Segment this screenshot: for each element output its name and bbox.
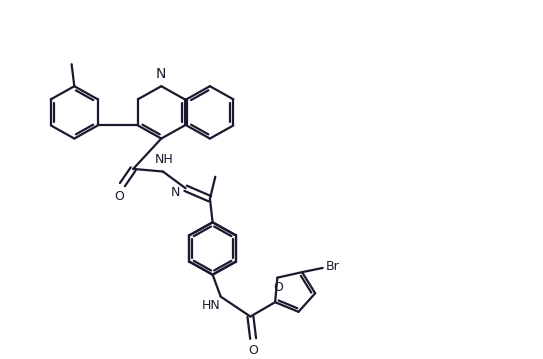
Text: Br: Br (325, 260, 339, 274)
Text: NH: NH (155, 153, 174, 166)
Text: HN: HN (201, 299, 220, 312)
Text: N: N (171, 186, 181, 199)
Text: O: O (114, 190, 124, 203)
Text: O: O (274, 281, 283, 294)
Text: N: N (156, 67, 167, 81)
Text: O: O (248, 344, 258, 357)
